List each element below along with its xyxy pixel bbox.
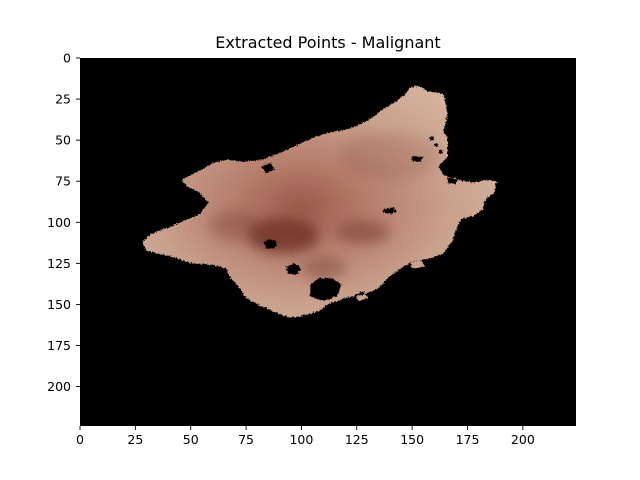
pigment-blob: [301, 256, 346, 280]
x-tick-label: 75: [238, 432, 254, 447]
y-tick-label: 150: [47, 297, 71, 312]
lesion-speckle: [392, 209, 397, 213]
x-tick-label: 125: [345, 432, 369, 447]
x-tick-label: 0: [76, 432, 84, 447]
lesion-speckle: [438, 150, 443, 153]
y-tick-label: 200: [47, 379, 71, 394]
pigment-blob: [341, 133, 439, 180]
y-tick-label: 125: [47, 256, 71, 271]
pigment-blob: [336, 220, 390, 244]
x-tick-label: 200: [511, 432, 535, 447]
lesion-speckle: [445, 173, 450, 176]
axis-ticks: 0 25 50 75 100 125 150 175 200 0 25 50 75 100 125 150 17…: [47, 51, 535, 448]
y-tick-label: 175: [47, 338, 71, 353]
lesion-region: [142, 85, 497, 318]
x-tick-label: 175: [456, 432, 480, 447]
y-tick-label: 25: [55, 92, 71, 107]
y-tick-label: 50: [55, 133, 71, 148]
plot-title: Extracted Points - Malignant: [215, 33, 441, 52]
x-tick-label: 100: [289, 432, 313, 447]
y-tick-label: 0: [63, 51, 71, 66]
y-tick-label: 75: [55, 174, 71, 189]
x-tick-label: 50: [183, 432, 199, 447]
y-tick-label: 100: [47, 215, 71, 230]
x-tick-label: 25: [127, 432, 143, 447]
lesion-speckle: [429, 136, 434, 140]
lesion-pigmentation: [208, 133, 439, 280]
pigment-blob: [208, 210, 262, 241]
lesion-speckle: [434, 143, 439, 147]
x-tick-label: 150: [400, 432, 424, 447]
